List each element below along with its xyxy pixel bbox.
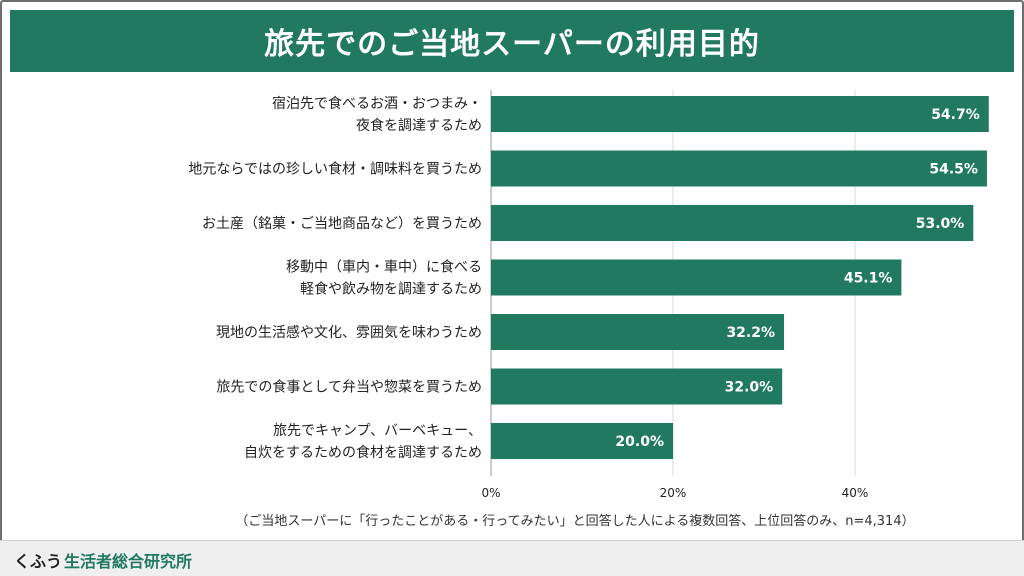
survey-note: （ご当地スーパーに「行ったことがある・行ってみたい」と回答した人による複数回答、…	[235, 514, 915, 529]
category-label: お土産（銘菓・ご当地商品など）を買うため	[202, 216, 482, 232]
bar-value-label: 32.0%	[725, 380, 774, 396]
category-label: 旅先でキャンプ、バーベキュー、自炊をするための食材を調達するため	[244, 423, 482, 461]
category-label-line: 宿泊先で食べるお酒・おつまみ・	[272, 95, 482, 112]
category-label-line: 地元ならではの珍しい食材・調味料を買うため	[188, 161, 482, 178]
category-label-line: 軽食や飲み物を調達するため	[300, 281, 482, 298]
bar-value-label: 20.0%	[615, 434, 664, 450]
category-label-line: 旅先での食事として弁当や惣菜を買うため	[216, 379, 482, 396]
footer: くふう 生活者総合研究所	[0, 540, 1024, 576]
category-label-line: 移動中（車内・車中）に食べる	[286, 259, 482, 276]
bar	[491, 150, 987, 187]
bar	[491, 205, 974, 241]
bar-value-label: 45.1%	[844, 271, 893, 287]
category-label: 宿泊先で食べるお酒・おつまみ・夜食を調達するため	[272, 95, 482, 134]
bar	[491, 259, 902, 296]
bar	[491, 314, 785, 350]
x-tick-label: 40%	[842, 486, 869, 500]
bar	[491, 96, 989, 132]
bar	[491, 423, 673, 459]
category-label: 移動中（車内・車中）に食べる軽食や飲み物を調達するため	[286, 259, 482, 298]
category-label: 現地の生活感や文化、雰囲気を味わうため	[216, 324, 482, 341]
x-tick-label: 0%	[481, 486, 500, 500]
category-label-line: 旅先でキャンプ、バーベキュー、	[273, 423, 482, 439]
category-label-line: 現地の生活感や文化、雰囲気を味わうため	[216, 324, 482, 341]
category-label-line: お土産（銘菓・ご当地商品など）を買うため	[202, 216, 482, 232]
bar-chart: 0% 20% 40% 54.7% 宿泊先で食べるお酒・おつまみ・夜食を調達するため 54.…	[188, 90, 989, 500]
bar-value-label: 53.0%	[916, 216, 965, 232]
bar-value-label: 54.5%	[929, 162, 978, 178]
bar	[491, 368, 783, 405]
bar-value-label: 32.2%	[726, 325, 775, 341]
category-label: 旅先での食事として弁当や惣菜を買うため	[216, 379, 482, 396]
bar-value-label: 54.7%	[931, 107, 980, 123]
category-label: 地元ならではの珍しい食材・調味料を買うため	[188, 161, 482, 178]
title-banner: 旅先でのご当地スーパーの利用目的	[10, 10, 1014, 72]
chart-title: 旅先でのご当地スーパーの利用目的	[264, 27, 760, 62]
category-label-line: 自炊をするための食材を調達するため	[244, 444, 482, 461]
footer-brand: くふう	[14, 552, 63, 571]
footer-institute: 生活者総合研究所	[64, 552, 193, 571]
x-tick-label: 20%	[660, 486, 687, 500]
category-label-line: 夜食を調達するため	[356, 117, 482, 134]
